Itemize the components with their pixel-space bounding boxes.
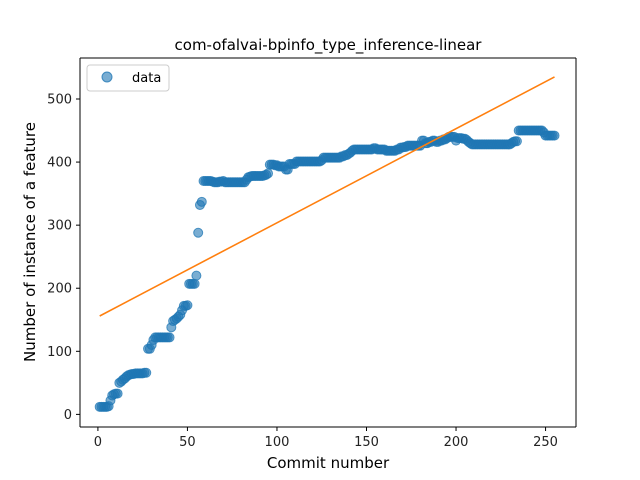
y-tick-label: 500 <box>47 93 72 108</box>
legend: data <box>86 64 170 92</box>
data-point <box>189 278 200 289</box>
legend-marker-data <box>101 71 113 83</box>
x-tick-label: 200 <box>444 435 469 450</box>
fit-line-layer <box>99 76 555 317</box>
data-point <box>182 300 193 311</box>
x-tick-label: 250 <box>533 435 558 450</box>
y-tick-label: 100 <box>47 345 72 360</box>
chart-title: com-ofalvai-bpinfo_type_inference-linear <box>175 36 483 55</box>
data-point <box>511 136 522 147</box>
data-points <box>94 125 560 412</box>
x-tick-label: 100 <box>265 435 290 450</box>
data-point <box>196 196 207 207</box>
y-axis-label: Number of instance of a feature <box>21 122 39 362</box>
data-point <box>193 227 204 238</box>
data-point <box>263 168 274 179</box>
y-axis-ticks: 0 100 200 300 400 500 <box>47 93 80 423</box>
x-tick-label: 50 <box>179 435 196 450</box>
data-point <box>191 270 202 281</box>
legend-box <box>86 64 170 92</box>
y-tick-label: 400 <box>47 156 72 171</box>
y-tick-label: 300 <box>47 219 72 234</box>
y-tick-label: 200 <box>47 282 72 297</box>
x-tick-label: 150 <box>354 435 379 450</box>
plot-area <box>80 58 576 427</box>
legend-label-data: data <box>132 71 161 86</box>
data-point <box>164 332 175 343</box>
data-point <box>112 388 123 399</box>
y-tick-label: 0 <box>64 408 72 423</box>
data-point <box>141 367 152 378</box>
x-axis-label: Commit number <box>267 454 390 472</box>
data-point <box>549 130 560 141</box>
x-axis-ticks: 0 50 100 150 200 250 <box>94 427 558 450</box>
x-tick-label: 0 <box>94 435 102 450</box>
fit-line <box>99 76 555 317</box>
